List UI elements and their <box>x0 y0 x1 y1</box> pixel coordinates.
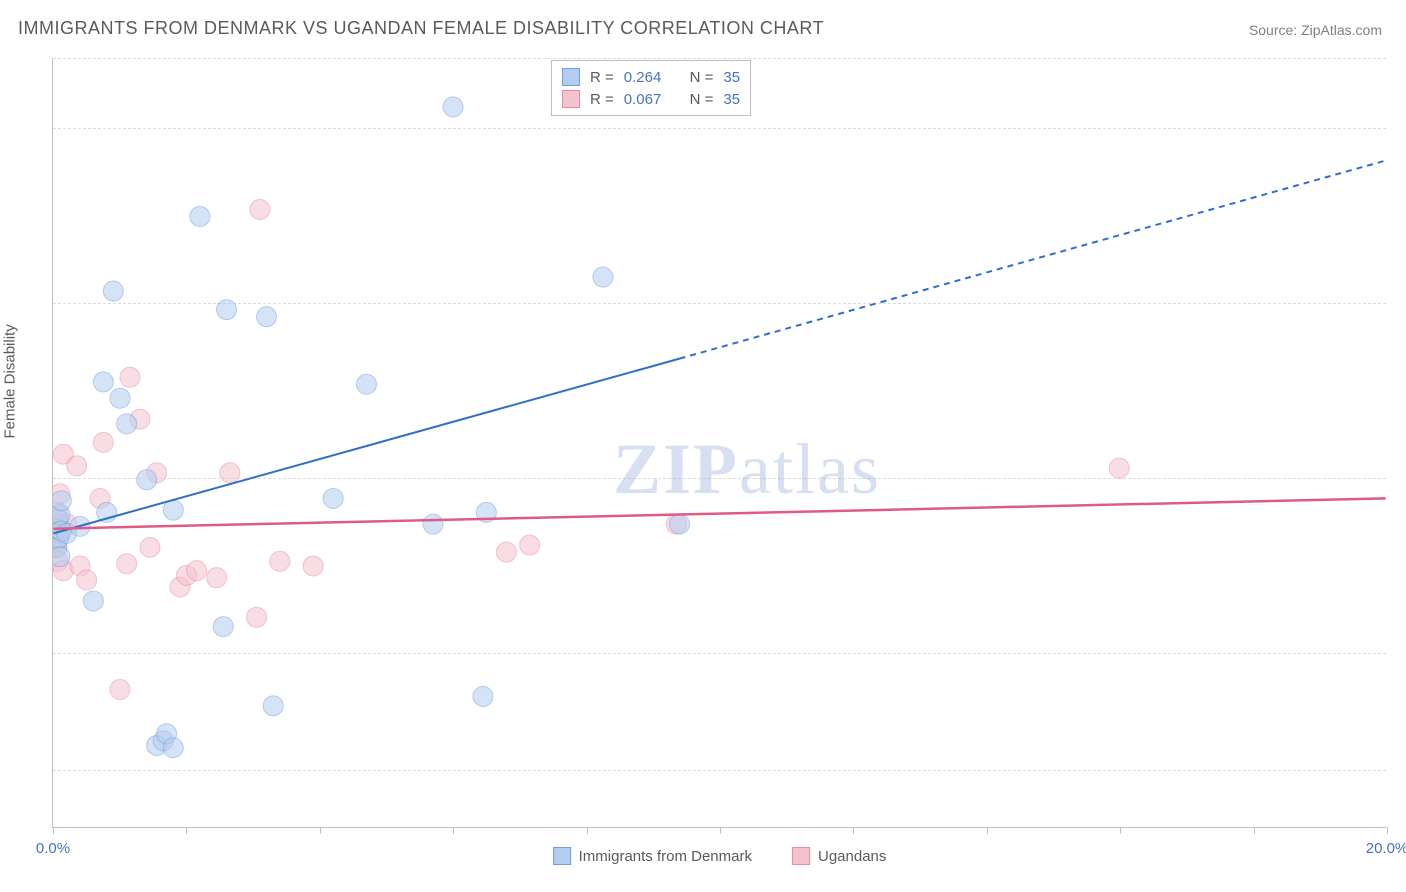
legend-bottom: Immigrants from Denmark Ugandans <box>553 847 887 865</box>
correlation-row-1: R = 0.264 N = 35 <box>562 66 740 88</box>
swatch-denmark-icon <box>553 847 571 865</box>
legend-item-ugandans: Ugandans <box>792 847 886 865</box>
x-tick-label: 20.0% <box>1366 840 1406 857</box>
n-label: N = <box>690 91 714 108</box>
chart-container: IMMIGRANTS FROM DENMARK VS UGANDAN FEMAL… <box>0 0 1406 892</box>
n-label: N = <box>690 69 714 86</box>
correlation-legend: R = 0.264 N = 35 R = 0.067 N = 35 <box>551 60 751 116</box>
r-value-ugandans: 0.067 <box>624 91 662 108</box>
r-value-denmark: 0.264 <box>624 69 662 86</box>
source-label: Source: ZipAtlas.com <box>1249 22 1382 38</box>
legend-label-ugandans: Ugandans <box>818 848 886 865</box>
legend-label-denmark: Immigrants from Denmark <box>579 848 752 865</box>
scatter-svg <box>53 58 1386 827</box>
n-value-denmark: 35 <box>723 69 740 86</box>
swatch-ugandans <box>562 90 580 108</box>
n-value-ugandans: 35 <box>723 91 740 108</box>
legend-item-denmark: Immigrants from Denmark <box>553 847 752 865</box>
watermark-rest: atlas <box>739 429 881 509</box>
swatch-denmark <box>562 68 580 86</box>
r-label: R = <box>590 69 614 86</box>
watermark-bold: ZIP <box>613 429 739 509</box>
chart-title: IMMIGRANTS FROM DENMARK VS UGANDAN FEMAL… <box>18 18 824 39</box>
r-label: R = <box>590 91 614 108</box>
x-tick-label: 0.0% <box>36 840 70 857</box>
y-axis-label: Female Disability <box>2 324 19 438</box>
swatch-ugandans-icon <box>792 847 810 865</box>
watermark: ZIPatlas <box>613 428 881 511</box>
plot-area: 7.5%15.0%22.5%30.0% 0.0%20.0% ZIPatlas R… <box>52 58 1386 828</box>
correlation-row-2: R = 0.067 N = 35 <box>562 88 740 110</box>
